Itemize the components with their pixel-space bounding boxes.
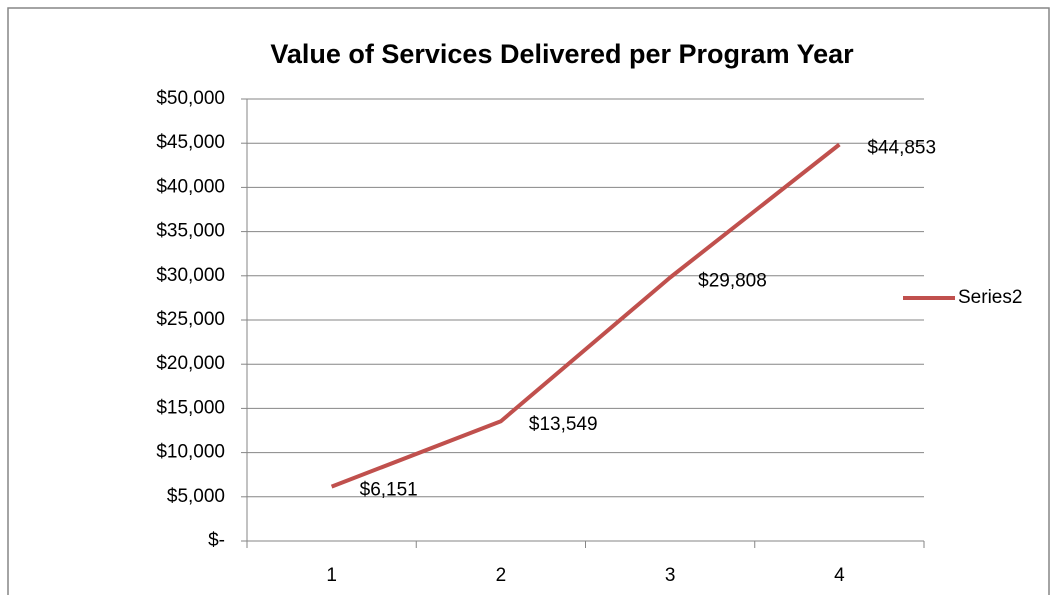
y-tick-label: $15,000 xyxy=(156,397,225,418)
x-tick-label: 1 xyxy=(326,565,337,586)
data-label: $6,151 xyxy=(360,480,418,501)
x-tick-label: 4 xyxy=(834,565,845,586)
data-label: $13,549 xyxy=(529,414,598,435)
y-tick-label: $20,000 xyxy=(156,353,225,374)
y-tick-label: $50,000 xyxy=(156,88,225,109)
x-tick-label: 2 xyxy=(496,565,507,586)
y-tick-label: $35,000 xyxy=(156,221,225,242)
chart-title: Value of Services Delivered per Program … xyxy=(270,39,854,69)
y-tick-label: $- xyxy=(208,530,225,551)
data-label: $44,853 xyxy=(867,138,936,159)
legend-label: Series2 xyxy=(958,287,1022,308)
y-tick-label: $5,000 xyxy=(167,486,225,507)
y-tick-label: $45,000 xyxy=(156,132,225,153)
series-line xyxy=(330,142,841,489)
x-tick-label: 3 xyxy=(665,565,676,586)
y-tick-label: $25,000 xyxy=(156,309,225,330)
y-tick-label: $10,000 xyxy=(156,442,225,463)
y-tick-label: $40,000 xyxy=(156,176,225,197)
data-label: $29,808 xyxy=(698,271,767,292)
y-tick-label: $30,000 xyxy=(156,265,225,286)
